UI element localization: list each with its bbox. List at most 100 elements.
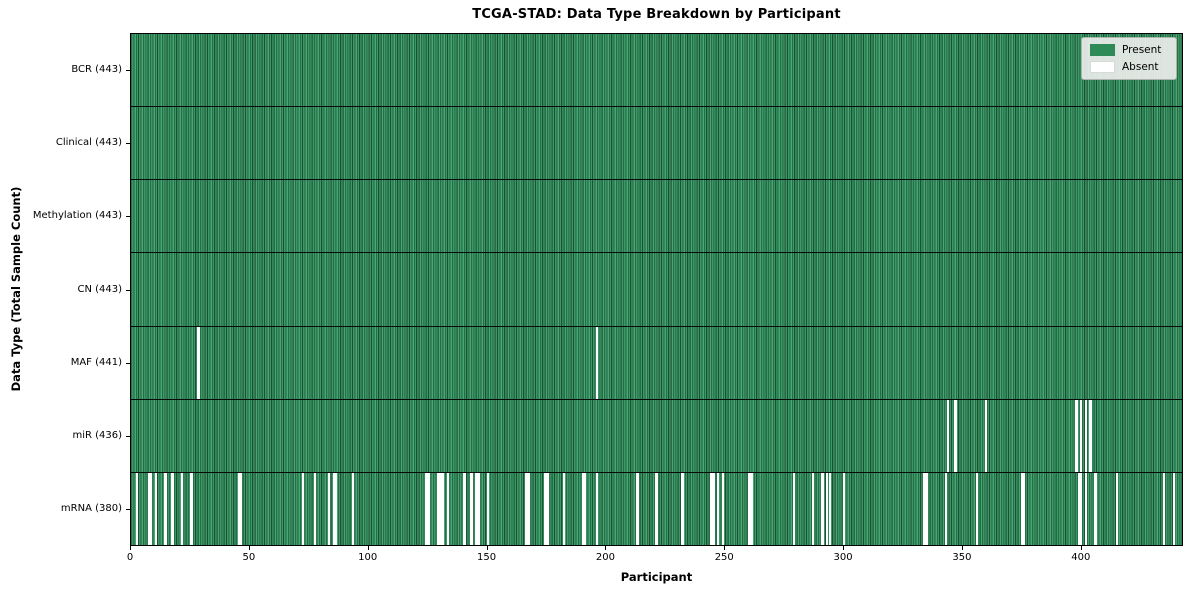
absent-stripe: [721, 472, 725, 545]
absent-stripe: [524, 472, 528, 545]
absent-stripe: [712, 472, 715, 545]
absent-stripe: [925, 472, 929, 545]
absent-stripe: [1020, 472, 1024, 545]
datatype-row-maf: [131, 325, 1182, 399]
absent-stripe: [313, 472, 317, 545]
absent-stripe: [147, 472, 150, 545]
absent-stripe: [792, 472, 796, 545]
plot-area: [130, 33, 1183, 546]
absent-stripe: [1075, 399, 1078, 472]
absent-stripe: [947, 399, 950, 472]
absent-stripe: [826, 472, 829, 545]
datatype-row-bcr: [131, 34, 1182, 107]
absent-stripe: [985, 399, 988, 472]
absent-stripe: [747, 472, 751, 545]
absent-stripe: [190, 472, 193, 545]
x-tick-label: 400: [1071, 552, 1091, 563]
absent-stripe: [954, 399, 957, 472]
absent-stripe: [709, 472, 713, 545]
absent-stripe: [716, 472, 720, 545]
absent-stripe: [446, 472, 449, 545]
x-tick-mark: [486, 546, 488, 550]
x-tick-mark: [367, 546, 369, 550]
y-tick-mark: [126, 436, 130, 438]
absent-stripe: [1172, 472, 1175, 545]
absent-stripe: [1084, 399, 1088, 472]
absent-stripe: [655, 472, 658, 545]
absent-stripe: [584, 472, 587, 545]
x-axis-title: Participant: [620, 570, 693, 584]
datatype-row-mir: [131, 398, 1182, 472]
x-tick-label: 350: [952, 552, 972, 563]
y-tick-label-maf: MAF (441): [70, 356, 122, 368]
chart-title: TCGA-STAD: Data Type Breakdown by Partic…: [472, 7, 841, 22]
x-tick-label: 100: [358, 552, 378, 563]
absent-stripe: [164, 472, 167, 545]
x-tick-mark: [724, 546, 726, 550]
datatype-row-mrna: [131, 471, 1182, 545]
absent-stripe: [1163, 472, 1166, 545]
absent-stripe: [437, 472, 440, 545]
absent-stripe: [923, 472, 926, 545]
legend-swatch-absent: [1090, 61, 1115, 73]
y-tick-mark: [126, 509, 130, 511]
legend-item-present: Present: [1090, 44, 1168, 56]
absent-stripe: [332, 472, 336, 545]
x-tick-label: 300: [833, 552, 853, 563]
legend-label: Absent: [1122, 60, 1159, 73]
y-tick-mark: [126, 216, 130, 218]
legend: Present Absent: [1081, 37, 1177, 80]
legend-label: Present: [1122, 43, 1162, 56]
absent-stripe: [439, 472, 442, 545]
x-tick-label: 150: [476, 552, 497, 563]
y-tick-label-cn: CN (443): [77, 283, 122, 295]
absent-stripe: [562, 472, 566, 545]
absent-stripe: [470, 472, 473, 545]
absent-stripe: [441, 472, 445, 545]
absent-stripe: [301, 472, 305, 545]
absent-stripe: [821, 472, 824, 545]
x-tick-label: 250: [714, 552, 734, 563]
absent-stripe: [944, 472, 948, 545]
y-tick-mark: [126, 142, 130, 144]
y-tick-mark: [126, 289, 130, 291]
x-tick-mark: [843, 546, 845, 550]
absent-stripe: [135, 472, 139, 545]
absent-stripe: [427, 472, 430, 545]
absent-stripe: [1077, 472, 1080, 545]
absent-stripe: [1094, 472, 1097, 545]
absent-stripe: [842, 472, 846, 545]
y-tick-label-clinical: Clinical (443): [55, 136, 122, 148]
x-tick-mark: [605, 546, 607, 550]
absent-stripe: [327, 472, 331, 545]
x-tick-mark: [961, 546, 963, 550]
y-tick-label-bcr: BCR (443): [71, 63, 122, 75]
absent-stripe: [1115, 472, 1118, 545]
absent-stripe: [475, 472, 478, 545]
absent-stripe: [335, 472, 338, 545]
absent-stripe: [750, 472, 753, 545]
absent-stripe: [681, 472, 684, 545]
datatype-row-methylation: [131, 179, 1182, 253]
datatype-row-clinical: [131, 106, 1182, 180]
absent-stripe: [581, 472, 585, 545]
absent-stripe: [811, 472, 815, 545]
absent-stripe: [425, 472, 428, 545]
absent-stripe: [486, 472, 490, 545]
absent-stripe: [527, 472, 530, 545]
datatype-row-cn: [131, 252, 1182, 326]
legend-item-absent: Absent: [1090, 61, 1168, 73]
absent-stripe: [596, 472, 599, 545]
absent-stripe: [596, 326, 599, 399]
absent-stripe: [1079, 399, 1083, 472]
absent-stripe: [171, 472, 174, 545]
absent-stripe: [1089, 399, 1092, 472]
absent-stripe: [149, 472, 153, 545]
absent-stripe: [351, 472, 354, 545]
x-tick-mark: [130, 546, 131, 550]
absent-stripe: [237, 472, 241, 545]
absent-stripe: [828, 472, 831, 545]
legend-swatch-present: [1090, 44, 1115, 56]
x-tick-label: 200: [595, 552, 615, 563]
y-tick-label-methylation: Methylation (443): [32, 210, 122, 222]
